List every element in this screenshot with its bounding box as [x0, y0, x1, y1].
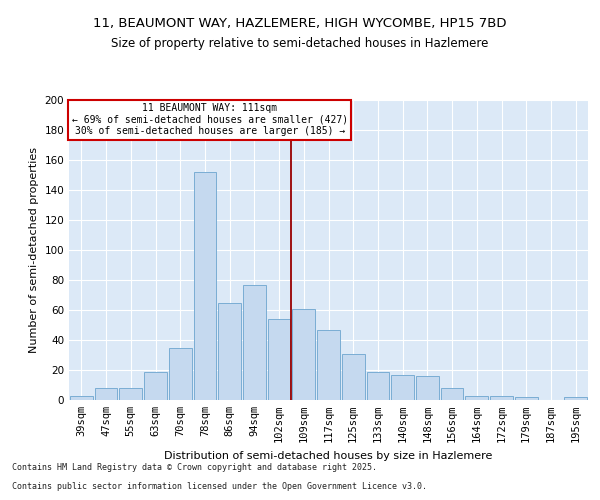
Y-axis label: Number of semi-detached properties: Number of semi-detached properties: [29, 147, 39, 353]
Bar: [218, 302, 241, 400]
Bar: [243, 284, 266, 400]
Bar: [441, 388, 463, 400]
Bar: [466, 396, 488, 400]
Bar: [317, 330, 340, 400]
Bar: [391, 374, 414, 400]
Bar: [194, 172, 216, 400]
Text: 11, BEAUMONT WAY, HAZLEMERE, HIGH WYCOMBE, HP15 7BD: 11, BEAUMONT WAY, HAZLEMERE, HIGH WYCOMB…: [93, 18, 507, 30]
Bar: [292, 308, 315, 400]
Text: Size of property relative to semi-detached houses in Hazlemere: Size of property relative to semi-detach…: [112, 38, 488, 51]
Text: Contains public sector information licensed under the Open Government Licence v3: Contains public sector information licen…: [12, 482, 427, 491]
X-axis label: Distribution of semi-detached houses by size in Hazlemere: Distribution of semi-detached houses by …: [164, 450, 493, 460]
Bar: [564, 397, 587, 400]
Bar: [515, 397, 538, 400]
Bar: [342, 354, 365, 400]
Bar: [490, 396, 513, 400]
Text: 11 BEAUMONT WAY: 111sqm
← 69% of semi-detached houses are smaller (427)
30% of s: 11 BEAUMONT WAY: 111sqm ← 69% of semi-de…: [72, 103, 348, 136]
Bar: [95, 388, 118, 400]
Bar: [416, 376, 439, 400]
Text: Contains HM Land Registry data © Crown copyright and database right 2025.: Contains HM Land Registry data © Crown c…: [12, 464, 377, 472]
Bar: [268, 319, 290, 400]
Bar: [144, 372, 167, 400]
Bar: [70, 396, 93, 400]
Bar: [367, 372, 389, 400]
Bar: [119, 388, 142, 400]
Bar: [169, 348, 191, 400]
